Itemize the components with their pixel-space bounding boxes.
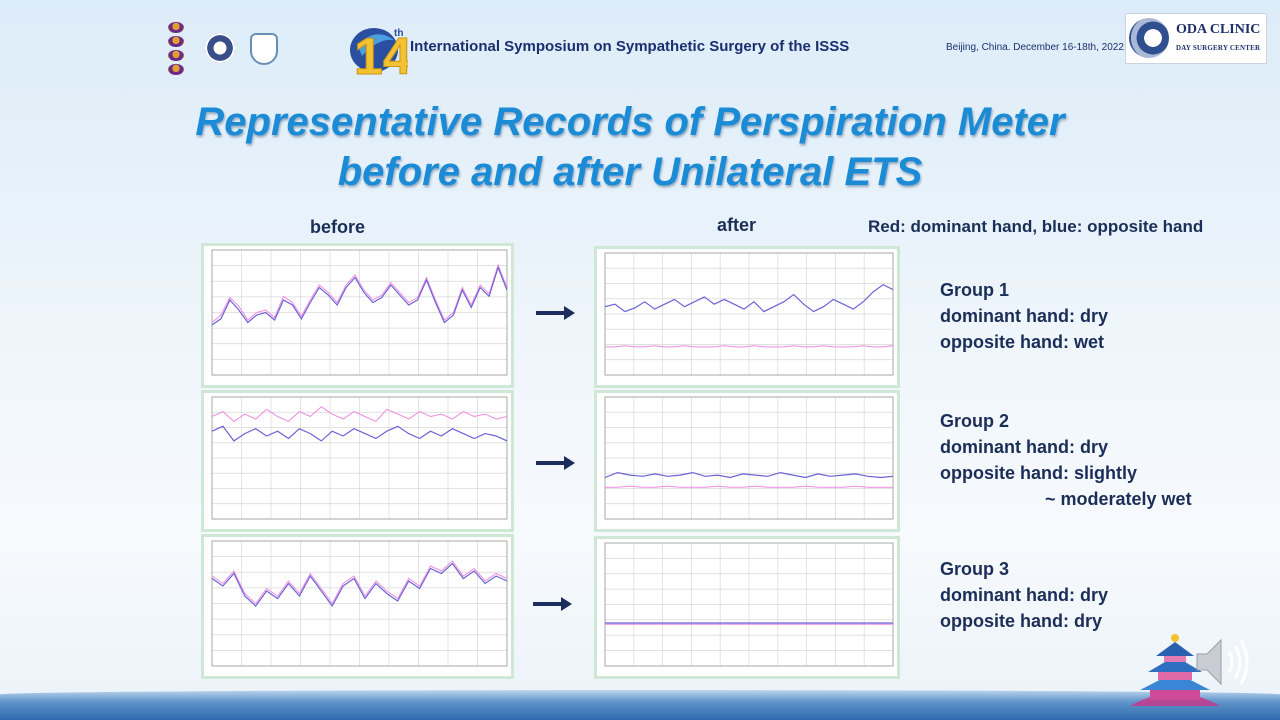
group2-opposite-hand: opposite hand: slightly <box>940 463 1137 483</box>
slide-title-line2: before and after Unilateral ETS <box>337 150 923 194</box>
symposium-title: International Symposium on Sympathetic S… <box>410 38 850 55</box>
chart-group2-after <box>594 390 900 532</box>
group3-name: Group 3 <box>940 559 1010 579</box>
group2-dominant-hand: dominant hand: dry <box>940 437 1108 457</box>
chart-plot-frame <box>604 252 894 376</box>
series-line-dominant-hand <box>211 406 508 423</box>
group3-dominant-hand: dominant hand: dry <box>940 585 1108 605</box>
series-line-dominant-hand <box>211 560 508 605</box>
chart-group1-after <box>594 246 900 388</box>
color-legend: Red: dominant hand, blue: opposite hand <box>868 217 1204 236</box>
isss-logo <box>168 22 186 78</box>
chart-plot-frame <box>604 396 894 520</box>
chart-group1-before <box>201 243 514 388</box>
symposium-superscript: th <box>394 28 403 39</box>
oda-clinic-circle-icon <box>1129 18 1169 58</box>
temple-of-heaven-icon <box>1130 634 1220 706</box>
group1-name: Group 1 <box>940 280 1010 300</box>
chart-plot-frame <box>211 396 508 520</box>
before-label: before <box>310 217 366 237</box>
footer-wave-band <box>0 690 1280 720</box>
group3-opposite-hand: opposite hand: dry <box>940 611 1102 631</box>
after-label: after <box>717 215 757 235</box>
series-line-opposite-hand <box>604 471 894 479</box>
group1-opposite-hand: opposite hand: wet <box>940 332 1104 352</box>
series-line-dominant-hand <box>605 345 894 348</box>
symposium-location-date: Beijing, China. December 16-18th, 2022. <box>946 42 1127 53</box>
audio-speaker-icon[interactable] <box>1193 632 1253 692</box>
right-arrow-icon <box>533 597 572 611</box>
series-line-opposite-hand <box>211 265 508 326</box>
symposium-14-emblem: 14 th <box>348 16 412 87</box>
clinic-subtitle: DAY SURGERY CENTER <box>1176 44 1261 52</box>
chart-group3-after <box>594 536 900 679</box>
chart-plot-frame <box>604 542 894 667</box>
series-line-opposite-hand <box>211 562 508 608</box>
chart-group3-before <box>201 534 514 679</box>
chart-group2-before <box>201 390 514 532</box>
group2-opposite-hand-cont: ~ moderately wet <box>1045 489 1192 509</box>
series-line-opposite-hand <box>211 425 508 442</box>
group1-dominant-hand: dominant hand: dry <box>940 306 1108 326</box>
series-line-opposite-hand <box>604 284 894 313</box>
group3-description: Group 3 dominant hand: dry opposite hand… <box>940 556 1108 634</box>
clinic-name: ODA CLINIC <box>1176 22 1261 37</box>
hospital-shield-logo <box>250 33 278 65</box>
chart-plot-frame <box>211 540 508 667</box>
right-arrow-icon <box>536 306 575 320</box>
university-seal-logo <box>205 33 235 63</box>
right-arrow-icon <box>536 456 575 470</box>
chart-plot-frame <box>211 249 508 376</box>
series-line-dominant-hand <box>605 485 893 488</box>
oda-clinic-logo: ODA CLINIC DAY SURGERY CENTER <box>1125 13 1267 64</box>
symposium-number: 14 <box>354 28 408 80</box>
series-line-dominant-hand <box>211 263 508 323</box>
group2-name: Group 2 <box>940 411 1010 431</box>
group1-description: Group 1 dominant hand: dry opposite hand… <box>940 277 1108 355</box>
group2-description: Group 2 dominant hand: dry opposite hand… <box>940 408 1192 512</box>
slide-title-line1: Representative Records of Perspiration M… <box>195 100 1065 144</box>
